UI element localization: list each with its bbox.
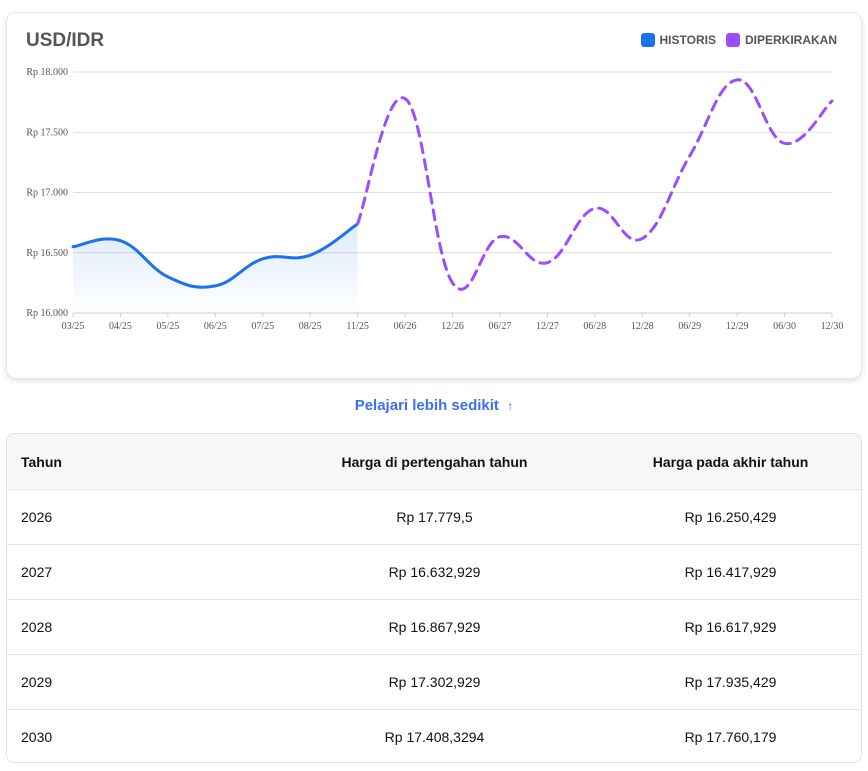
table-cell: Rp 17.779,5 [396, 509, 473, 525]
header-mid-year: Harga di pertengahan tahun [341, 453, 528, 470]
legend-diperkirakan[interactable]: DIPERKIRAKAN [725, 33, 837, 47]
y-tick-label: Rp 17.500 [26, 127, 68, 138]
table-cell: 2030 [21, 729, 53, 745]
series-line-diperkirakan [356, 78, 834, 291]
x-tick-label: 11/25 [346, 321, 368, 332]
header-end-year: Harga pada akhir tahun [652, 453, 809, 470]
x-tick-label: 03/25 [62, 321, 85, 332]
table-cell: Rp 17.302,929 [388, 674, 481, 690]
x-tick-label: 05/25 [156, 321, 179, 332]
arrow-up-icon: ↑ [507, 399, 514, 413]
chart-title: USD/IDR [26, 30, 105, 51]
table-row: 2030 Rp 17.408,3294 Rp 17.760,179 [7, 709, 861, 762]
legend-label: DIPERKIRAKAN [744, 33, 837, 47]
table-row: 2027 Rp 16.632,929 Rp 16.417,929 [7, 544, 861, 599]
forecast-table: Tahun Harga di pertengahan tahun Harga p… [6, 433, 862, 763]
x-tick-label: 12/26 [441, 321, 464, 332]
x-tick-label: 12/27 [536, 321, 559, 332]
learn-less-label: Pelajari lebih sedikit [354, 397, 499, 414]
table-cell: 2027 [21, 564, 53, 580]
y-tick-label: Rp 17.000 [26, 188, 68, 199]
table-cell: Rp 16.632,929 [388, 564, 481, 580]
table-cell: Rp 17.760,179 [684, 729, 777, 745]
table-cell: 2026 [21, 509, 53, 525]
legend-historis[interactable]: HISTORIS [640, 33, 716, 47]
historis-area [73, 223, 358, 313]
chart-card: USD/IDR HISTORIS DIPERKIRAKAN [6, 12, 862, 379]
series-line-historis [71, 222, 360, 289]
x-tick-label: 06/25 [204, 321, 227, 332]
table-cell: Rp 16.417,929 [684, 564, 777, 580]
table-cell: Rp 17.935,429 [684, 674, 777, 690]
table-cell: Rp 17.408,3294 [384, 729, 485, 745]
x-tick-label: 07/25 [251, 321, 274, 332]
x-tick-label: 04/25 [109, 321, 132, 332]
table-row: 2028 Rp 16.867,929 Rp 16.617,929 [7, 599, 861, 654]
x-tick-label: 06/28 [583, 321, 606, 332]
table-cell: 2028 [21, 619, 53, 635]
learn-less-link[interactable]: Pelajari lebih sedikit ↑ [0, 397, 868, 414]
y-tick-label: Rp 16.000 [26, 308, 68, 319]
line-chart: Rp 16.000 Rp 16.500 Rp 17.000 Rp 17.500 Rp 1… [26, 67, 844, 332]
x-tick-label: 12/29 [726, 321, 749, 332]
x-tick-label: 06/29 [678, 321, 701, 332]
legend-swatch-historis [640, 33, 655, 47]
x-tick-label: 06/26 [394, 321, 417, 332]
x-tick-label: 12/28 [631, 321, 654, 332]
legend-label: HISTORIS [659, 33, 716, 47]
x-tick-label: 12/30 [821, 321, 844, 332]
table-row: 2026 Rp 17.779,5 Rp 16.250,429 [7, 489, 861, 544]
legend: HISTORIS DIPERKIRAKAN [640, 33, 837, 47]
x-tick-label: 08/25 [299, 321, 322, 332]
y-tick-label: Rp 16.500 [26, 248, 68, 259]
table-cell: Rp 16.617,929 [684, 619, 777, 635]
header-year: Tahun [21, 453, 62, 470]
x-tick-label: 06/30 [773, 321, 796, 332]
table-cell: Rp 16.250,429 [684, 509, 777, 525]
table-cell: Rp 16.867,929 [388, 619, 481, 635]
table-header: Tahun Harga di pertengahan tahun Harga p… [7, 434, 861, 489]
x-tick-label: 06/27 [489, 321, 512, 332]
table-row: 2029 Rp 17.302,929 Rp 17.935,429 [7, 654, 861, 709]
legend-swatch-diperkirakan [725, 33, 740, 47]
y-tick-label: Rp 18.000 [26, 67, 68, 78]
table-cell: 2029 [21, 674, 53, 690]
